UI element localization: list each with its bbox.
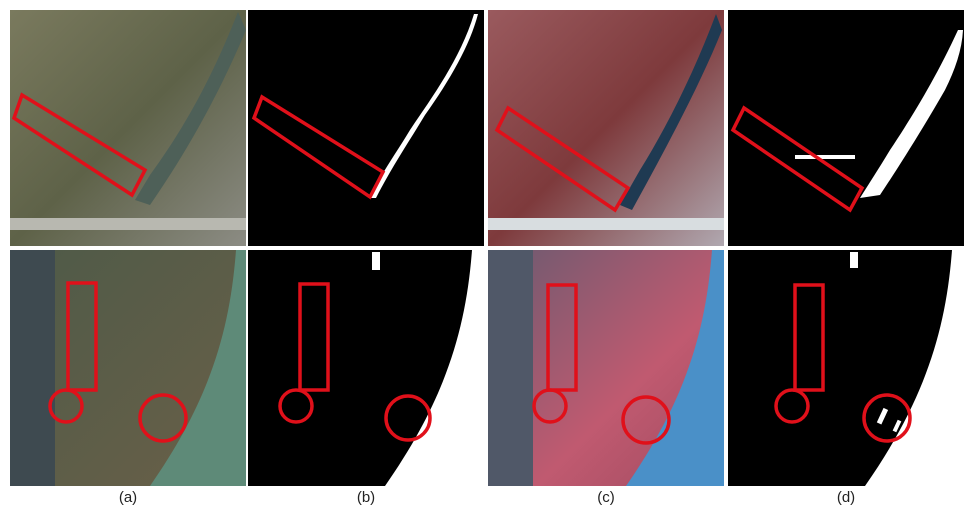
panel-label: (c) bbox=[597, 489, 615, 506]
panel-c-top bbox=[488, 10, 724, 246]
panel-a-bottom bbox=[10, 250, 246, 486]
figure: (a) (b) (c) (d) bbox=[0, 0, 966, 512]
panel-label: (a) bbox=[119, 489, 137, 506]
panel-d-top bbox=[728, 10, 964, 246]
panel-c-bottom bbox=[488, 250, 724, 486]
panel-d-bottom bbox=[728, 250, 964, 486]
panel-label: (b) bbox=[357, 489, 375, 506]
panel-b-bottom bbox=[248, 250, 484, 486]
panel-label: (d) bbox=[837, 489, 855, 506]
panel-b-top bbox=[248, 10, 484, 246]
panel-a-top bbox=[10, 10, 246, 246]
